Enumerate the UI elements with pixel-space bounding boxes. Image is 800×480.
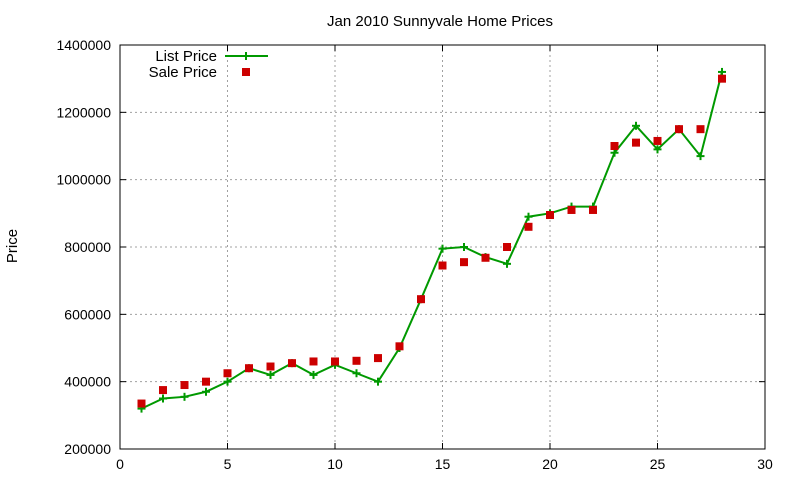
list-price-point	[374, 377, 382, 386]
y-tick-label: 200000	[64, 441, 111, 457]
sale-price-point	[374, 354, 382, 363]
y-tick-label: 800000	[64, 239, 111, 255]
sale-price-point	[223, 369, 232, 378]
sale-price-point	[245, 364, 253, 373]
list-price-point	[309, 370, 318, 379]
sale-price-point	[159, 386, 167, 395]
list-price-point	[696, 152, 705, 161]
list-price-point	[503, 259, 511, 268]
list-price-point	[438, 244, 447, 253]
legend-label-sale-price: Sale Price	[149, 64, 217, 81]
y-tick-label: 600000	[64, 306, 111, 322]
list-price-point	[352, 369, 361, 378]
sale-price-point	[395, 342, 404, 351]
list-price-point	[180, 392, 189, 401]
sale-price-point	[266, 362, 275, 371]
sale-price-point	[589, 205, 597, 214]
x-tick-label: 15	[435, 456, 451, 472]
list-price-point	[202, 387, 210, 396]
list-price-point	[460, 243, 468, 251]
sale-price-point	[567, 205, 576, 214]
list-price-point	[223, 377, 232, 386]
sale-price-point	[503, 243, 511, 251]
sale-price-point	[481, 253, 490, 262]
sale-price-point	[331, 357, 339, 366]
list-price-point	[159, 394, 167, 403]
x-tick-label: 10	[327, 456, 343, 472]
sale-price-point	[460, 258, 468, 267]
axes: 0 5 10 15 20 25 30 200000 400000 600000 800000 1000…	[56, 37, 773, 472]
sale-price-point	[202, 377, 210, 386]
sale-price-point	[137, 399, 146, 408]
x-tick-label: 0	[116, 456, 124, 472]
sale-price-point	[417, 295, 425, 304]
y-tick-label: 400000	[64, 374, 111, 390]
y-tick-label: 1400000	[56, 37, 111, 53]
list-price-point	[266, 370, 275, 379]
y-tick-label: 1000000	[56, 172, 111, 188]
sale-price-point	[524, 222, 533, 231]
sale-price-point	[653, 136, 662, 145]
list-price-point	[610, 148, 619, 157]
sale-price-point	[718, 74, 726, 83]
list-price-point	[718, 67, 726, 76]
sale-price-point	[696, 125, 705, 134]
list-price-point	[653, 145, 662, 154]
sale-price-point	[546, 211, 554, 220]
sale-price-point	[309, 357, 318, 366]
x-tick-label: 20	[542, 456, 558, 472]
sale-price-point	[610, 142, 619, 150]
list-price-line	[141, 71, 723, 410]
chart-title: Jan 2010 Sunnyvale Home Prices	[327, 13, 553, 30]
sale-price-point	[288, 359, 296, 368]
y-tick-label: 1200000	[56, 104, 111, 120]
sale-price-point	[352, 356, 361, 365]
x-tick-label: 5	[224, 456, 232, 472]
sale-price-point	[632, 138, 640, 147]
sale-price-point	[675, 125, 683, 134]
legend-swatch-sale-square	[242, 68, 250, 76]
x-tick-label: 25	[650, 456, 666, 472]
data-series	[137, 67, 726, 413]
list-price-point	[524, 212, 533, 221]
sale-price-point	[438, 261, 447, 270]
list-price-point	[632, 121, 640, 130]
sale-price-point	[180, 381, 189, 390]
x-tick-label: 30	[757, 456, 773, 472]
y-axis-label: Price	[4, 229, 21, 263]
legend-label-list-price: List Price	[155, 48, 217, 65]
